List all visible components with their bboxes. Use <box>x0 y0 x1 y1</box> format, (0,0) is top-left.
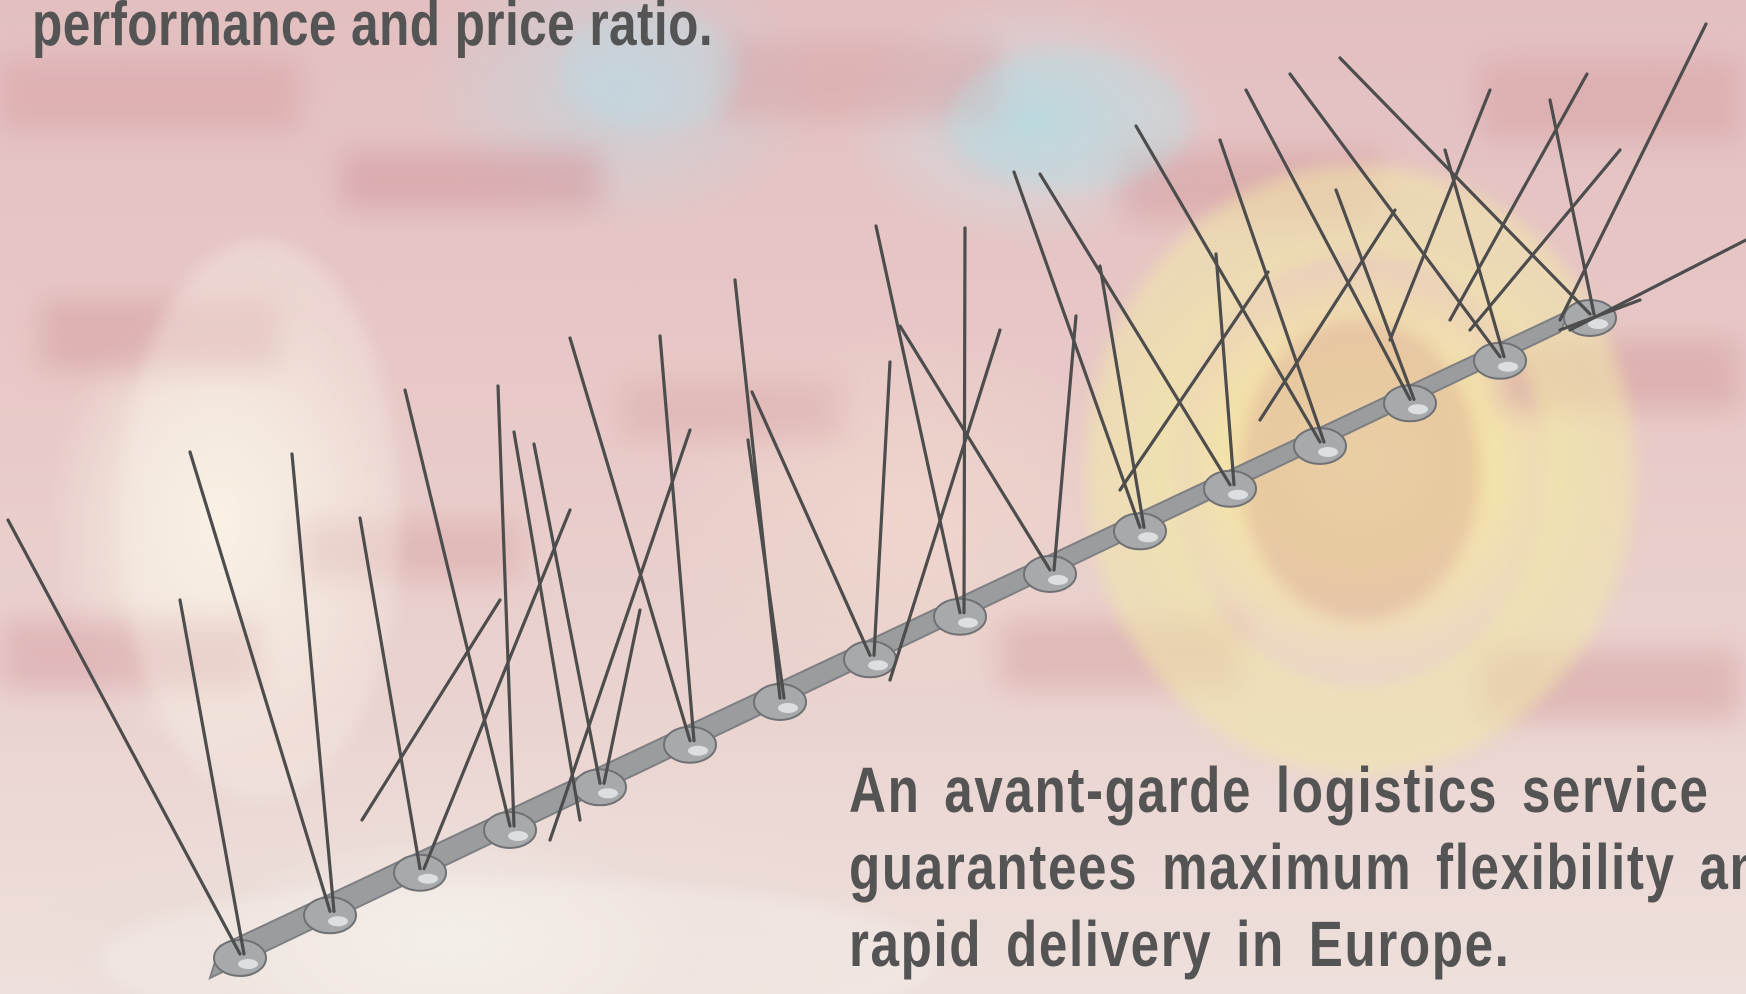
spike-wire <box>290 452 336 913</box>
spike-wire <box>962 226 967 615</box>
spike-clip <box>843 640 897 679</box>
spike-wire <box>1098 264 1146 529</box>
spike-wire <box>178 598 246 956</box>
spike-wire <box>750 390 872 657</box>
spike-clip <box>213 939 267 977</box>
spike-wire <box>1012 170 1142 529</box>
spike-wire <box>1338 56 1592 316</box>
spike-clip <box>1203 469 1257 508</box>
clip-hole <box>1318 447 1338 457</box>
spike-clip <box>1023 555 1077 593</box>
spike-wire <box>1334 188 1416 401</box>
spike-wire <box>188 450 332 913</box>
spike-wire <box>1052 314 1078 572</box>
spike-wire <box>1468 148 1622 332</box>
clip-hole <box>868 660 888 671</box>
spike-wire <box>422 508 572 871</box>
spike-wire <box>1388 88 1492 342</box>
spike-wire <box>1288 72 1502 359</box>
spike-clip <box>483 811 537 849</box>
clip-hole <box>1498 361 1518 372</box>
clip-hole <box>328 916 348 927</box>
spike-wire <box>1258 208 1397 422</box>
clip-hole <box>958 617 978 628</box>
spike-wire <box>1134 124 1322 444</box>
spike-wire <box>1558 22 1708 322</box>
spike-wires <box>6 22 1746 956</box>
clip-hole <box>1048 575 1068 585</box>
spike-wire <box>874 224 962 615</box>
spike-wire <box>1038 172 1232 487</box>
spike-wire <box>548 428 692 842</box>
spike-wire <box>6 518 242 956</box>
clip-hole <box>418 873 438 884</box>
spike-clip <box>303 896 357 935</box>
spike-wire <box>733 278 782 700</box>
spike-wire <box>403 388 512 828</box>
spike-clip <box>573 768 627 807</box>
spike-wire <box>888 328 1002 682</box>
clip-hole <box>1138 532 1158 543</box>
spike-wire <box>658 334 696 743</box>
logistics-paragraph: An avant-garde logistics service guarant… <box>849 754 1746 980</box>
spike-clip <box>933 597 987 636</box>
spike-wire <box>358 516 422 871</box>
spike-wire <box>1443 148 1506 359</box>
clip-hole <box>1228 489 1248 500</box>
spike-wire <box>360 598 502 822</box>
spike-wire <box>602 608 642 785</box>
spike-wire <box>1118 270 1270 492</box>
spike-wire <box>512 430 582 822</box>
clip-hole <box>598 788 618 799</box>
spike-wire <box>1558 298 1642 332</box>
spike-wire <box>746 438 786 700</box>
spike-wire <box>1214 252 1236 487</box>
clip-hole <box>1588 319 1608 329</box>
spike-clip <box>1113 512 1167 551</box>
headline-top-line: performance and price ratio. <box>32 0 713 59</box>
spike-wire <box>568 336 692 743</box>
spike-wire <box>872 360 892 657</box>
spike-wire <box>898 324 1052 572</box>
clip-hole <box>508 831 528 841</box>
clip-hole <box>238 959 258 969</box>
spike-wire <box>1244 88 1412 401</box>
clip-hole <box>688 745 708 756</box>
clip-hole <box>778 703 798 713</box>
spike-wire <box>496 384 516 828</box>
clip-hole <box>1408 404 1428 415</box>
spike-clip <box>663 725 717 764</box>
spike-wire <box>1218 138 1326 444</box>
spike-wire <box>1448 72 1589 322</box>
